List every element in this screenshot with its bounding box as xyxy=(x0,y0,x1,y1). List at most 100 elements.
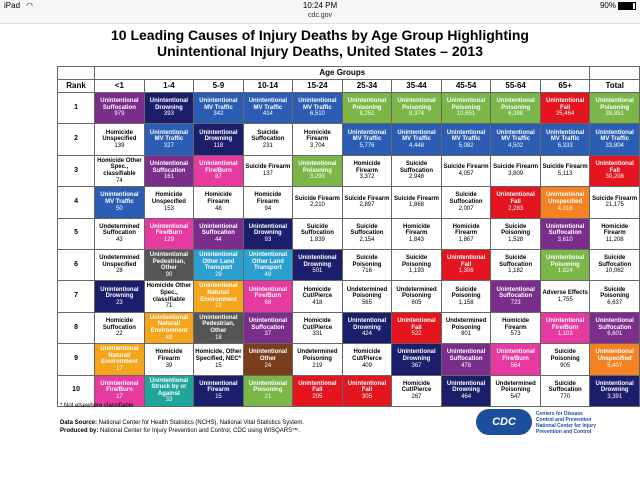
cause-cell: Unintentional Drowning 393 xyxy=(143,91,195,125)
death-count: 1,843 xyxy=(409,237,425,244)
cause-name: Unintentional Suffocation xyxy=(446,349,486,363)
table-row: 3 Homicide Other Spec., classifiable 74 Uni… xyxy=(56,154,640,188)
produced-by-text: National Center for Injury Prevention an… xyxy=(98,428,300,434)
cause-name: Unintentional Suffocation xyxy=(149,161,189,174)
death-count: 153 xyxy=(163,205,174,212)
death-count: 547 xyxy=(510,394,521,400)
death-count: 8,374 xyxy=(409,111,425,118)
cause-cell: Unintentional MV Traffic 327 xyxy=(143,123,195,156)
cause-name: Unintentional Fall xyxy=(496,192,535,206)
death-count: 418 xyxy=(312,299,323,306)
death-count: 25,464 xyxy=(555,111,575,118)
death-count: 161 xyxy=(163,174,174,181)
battery-percent: 90% xyxy=(599,1,616,10)
death-count: 3,372 xyxy=(359,174,375,181)
death-count: 231 xyxy=(262,142,273,149)
cause-cell: Unintentional Suffocation 44 xyxy=(193,217,244,250)
cdc-line: Prevention and Control xyxy=(536,429,592,435)
cause-cell: Unintentional Natural/ Environment 22 xyxy=(193,280,244,313)
cause-name: Unintentional MV Traffic xyxy=(149,129,189,143)
cause-cell: Unintentional MV Traffic 5,776 xyxy=(341,123,393,156)
cause-name: Unintentional Poisoning xyxy=(595,98,634,111)
cause-cell: Unintentional Suffocation 161 xyxy=(143,154,195,188)
death-count: 716 xyxy=(361,268,372,275)
cause-cell: Unintentional Poisoning 8,251 xyxy=(341,91,393,125)
page-title: 10 Leading Causes of Injury Deaths by Ag… xyxy=(0,27,640,59)
cause-cell: Unintentional Suffocation 3,610 xyxy=(539,217,591,250)
death-count: 10,651 xyxy=(456,111,476,118)
cause-name: Unintentional Fall xyxy=(595,161,634,174)
cause-cell: Unintentional Fall 2,283 xyxy=(490,186,541,219)
death-count: 17 xyxy=(116,394,123,400)
address-bar[interactable]: cdc.gov xyxy=(0,12,640,24)
cause-name: Homicide Unspecified xyxy=(151,192,186,206)
cause-cell: Unintentional Pedestrian, Other 90 xyxy=(143,248,195,282)
cause-name: Unintentional Fire/Burn xyxy=(545,318,585,331)
death-count: 15 xyxy=(215,362,222,369)
cause-name: Suicide Poisoning xyxy=(402,255,432,268)
death-count: 6,510 xyxy=(309,111,325,118)
cause-cell: Suicide Firearm 4,057 xyxy=(440,154,492,188)
cause-name: Undetermined Poisoning xyxy=(346,286,388,300)
cause-cell: Unintentional Poisoning 21 xyxy=(242,374,294,407)
cause-cell: Unintentional Poisoning 3,293 xyxy=(292,154,343,188)
cause-cell: Unintentional MV Traffic 414 xyxy=(242,91,294,125)
cause-name: Homicide Other Spec., classifiable xyxy=(97,157,142,177)
death-count: 979 xyxy=(114,111,125,118)
data-source-text: National Center for Health Statistics (N… xyxy=(97,420,304,426)
cause-name: Suicide Poisoning xyxy=(550,349,580,363)
cause-name: Homicide Firearm xyxy=(502,318,530,331)
death-count: 4,316 xyxy=(557,205,573,212)
cause-cell: Homicide Unspecified 153 xyxy=(143,186,195,219)
cause-cell: Unintentional Drowning 23 xyxy=(94,280,145,313)
device-label: iPad xyxy=(4,1,21,10)
cause-name: Unintentional MV Traffic xyxy=(397,129,436,143)
cause-name: Unintentional Struck by or Against xyxy=(149,377,189,397)
cause-name: Unintentional Drowning xyxy=(595,380,634,394)
cdc-org-name: Centers for Disease Control and Preventi… xyxy=(536,411,616,435)
injury-table: Age Groups Rank <1 1-4 5-9 10-14 15-24 25-34 3… xyxy=(56,66,640,407)
cause-name: Unintentional Fall xyxy=(545,98,585,111)
cause-name: Undetermined Poisoning xyxy=(495,380,536,394)
death-count: 93 xyxy=(264,237,272,244)
cause-name: Unintentional Drowning xyxy=(446,380,486,394)
death-count: 29 xyxy=(215,271,222,278)
table-row: 6 Undetermined Unspecified 28 Unintentional… xyxy=(56,248,640,282)
cause-cell: Suicide Firearm 2,210 xyxy=(292,186,343,219)
cause-name: Suicide Suffocation xyxy=(499,255,533,268)
cause-name: Unintentional MV Traffic xyxy=(446,129,486,143)
cause-name: Undetermined Poisoning xyxy=(297,349,338,363)
death-count: 331 xyxy=(312,331,323,338)
cause-name: Suicide Poisoning xyxy=(501,223,531,237)
cause-cell: Unintentional Poisoning 8,374 xyxy=(391,91,442,125)
cause-name: Unintentional Fire/Burn xyxy=(248,286,288,300)
cause-name: Unintentional MV Traffic xyxy=(298,98,337,111)
title-line-1: 10 Leading Causes of Injury Deaths by Ag… xyxy=(111,27,529,43)
cause-cell: Unintentional Fire/Burn 68 xyxy=(242,280,294,313)
cause-cell: Unintentional Other Land Transport 49 xyxy=(242,248,294,282)
death-count: 3,610 xyxy=(557,237,573,244)
death-count: 10,062 xyxy=(605,268,624,275)
cause-name: Homicide Firearm xyxy=(452,223,480,237)
age-header: 1-4 xyxy=(143,79,195,93)
death-count: 18 xyxy=(215,334,222,341)
cause-name: Unintentional MV Traffic xyxy=(347,129,387,143)
death-count: 393 xyxy=(163,111,174,118)
cause-name: Unintentional Suffocation xyxy=(100,98,139,111)
cause-name: Homicide Firearm xyxy=(204,192,232,206)
death-count: 1,868 xyxy=(409,202,425,209)
cause-cell: Undetermined Poisoning 605 xyxy=(391,280,442,313)
cause-name: Suicide Suffocation xyxy=(598,255,632,268)
title-line-2: Unintentional Injury Deaths, United Stat… xyxy=(157,43,483,59)
cause-cell: Unintentional Drowning 367 xyxy=(391,343,442,376)
cause-cell: Undetermined Unspecified 28 xyxy=(94,248,145,282)
cause-name: Homicide Firearm xyxy=(254,192,282,206)
cause-cell: Unintentional Firearm 15 xyxy=(193,374,244,407)
cause-cell: Unintentional MV Traffic 6,333 xyxy=(539,123,591,156)
death-count: 33 xyxy=(165,397,173,404)
cause-cell: Unintentional Natural/ Environment 43 xyxy=(143,311,195,345)
table-row: 7 Unintentional Drowning 23 Homicide Other … xyxy=(56,280,640,313)
cause-name: Homicide Firearm xyxy=(353,161,381,174)
death-count: 71 xyxy=(165,303,173,310)
cause-name: Unintentional Pedestrian, Other xyxy=(149,251,189,272)
